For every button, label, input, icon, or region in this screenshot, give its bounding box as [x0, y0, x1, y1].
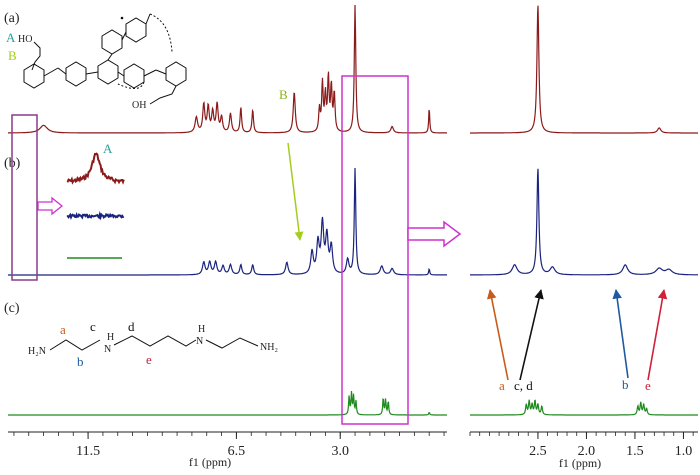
ring-4 — [101, 29, 123, 55]
spermine-h2: H — [198, 324, 205, 335]
central-highlight-box — [341, 75, 409, 425]
ring-6 — [123, 63, 145, 89]
tick-label-2.5: 2.5 — [529, 444, 547, 459]
spectrum-zoom-a — [470, 5, 698, 134]
ring-1 — [23, 63, 45, 89]
tick-label-3.0: 3.0 — [331, 444, 349, 459]
peak-b-arrow — [287, 142, 304, 241]
spermine-n2: N — [196, 336, 203, 347]
main-x-axis-title: f1 (ppm) — [189, 455, 231, 469]
ring-5 — [125, 17, 147, 43]
tick-label-1.0: 1.0 — [675, 444, 693, 459]
zoom-label-a: a — [499, 378, 505, 393]
spermine-label-e: e — [146, 352, 152, 367]
spectrum-main-a — [8, 4, 447, 134]
zoom-arrow-cd — [519, 289, 544, 381]
zoom-x-axis-title: f1 (ppm) — [559, 456, 601, 470]
main-x-axis: 11.5 6.5 3.0 f1 (ppm) — [8, 431, 447, 469]
spermine-label-d: d — [128, 319, 135, 334]
spermine-chain-mid — [113, 335, 197, 347]
zoom-x-axis: 2.5 2.0 1.5 1.0 f1 (ppm) — [469, 431, 698, 470]
structure-guest: H₂N N H N H NH₂ a b c d e — [28, 319, 278, 369]
spectrum-zoom-c — [470, 399, 698, 416]
spermine-chain-left — [49, 339, 101, 351]
structure-label-a: A — [6, 30, 16, 45]
spectra-main — [8, 4, 447, 416]
spermine-label-b: b — [77, 354, 84, 369]
spermine-h2n: H₂N — [28, 346, 46, 357]
tick-label-6.5: 6.5 — [228, 444, 246, 459]
zoom-label-e: e — [645, 378, 651, 393]
main-x-ticks: 11.5 6.5 3.0 — [13, 432, 445, 459]
spermine-n1: N — [104, 344, 111, 355]
inset: A — [66, 141, 125, 259]
left-highlight-box — [11, 114, 38, 281]
inset-spectrum-a — [66, 152, 125, 185]
inset-spectrum-b — [66, 210, 125, 221]
spectrum-main-c — [8, 390, 447, 416]
spermine-h1: H — [107, 332, 114, 343]
tick-label-1.5: 1.5 — [626, 444, 644, 459]
zoom-arrow-a — [486, 289, 509, 381]
spermine-label-a: a — [60, 322, 66, 337]
zoom-label-b: b — [622, 377, 629, 392]
spectrum-zoom-b — [470, 168, 698, 276]
spermine-chain-right — [205, 337, 259, 349]
structure-host: A HO B OH — [6, 13, 187, 111]
ring-7 — [165, 61, 187, 87]
tick-label-2.0: 2.0 — [578, 444, 596, 459]
ring-3 — [97, 59, 119, 85]
structure-oh: OH — [132, 100, 146, 111]
peak-label-b: B — [279, 87, 288, 102]
panel-label-c: (c) — [4, 301, 20, 316]
tick-label-11.5: 11.5 — [76, 444, 100, 459]
structure-ho: HO — [18, 34, 32, 45]
panel-label-a: (a) — [4, 11, 20, 26]
spectra-zoom — [470, 5, 698, 416]
spermine-nh2: NH₂ — [260, 342, 278, 353]
spermine-label-c: c — [90, 319, 96, 334]
zoom-arrow-e — [647, 289, 668, 381]
inset-arrow — [37, 196, 64, 216]
zoom-label-cd: c, d — [514, 378, 533, 393]
spectrum-main-b — [8, 167, 447, 276]
zoom-arrow — [407, 220, 462, 248]
zoom-arrow-b — [612, 289, 629, 379]
inset-peak-label-a: A — [103, 141, 113, 156]
zoom-x-ticks: 2.5 2.0 1.5 1.0 — [469, 432, 694, 459]
ring-2 — [65, 61, 87, 87]
structure-label-b: B — [8, 48, 17, 63]
